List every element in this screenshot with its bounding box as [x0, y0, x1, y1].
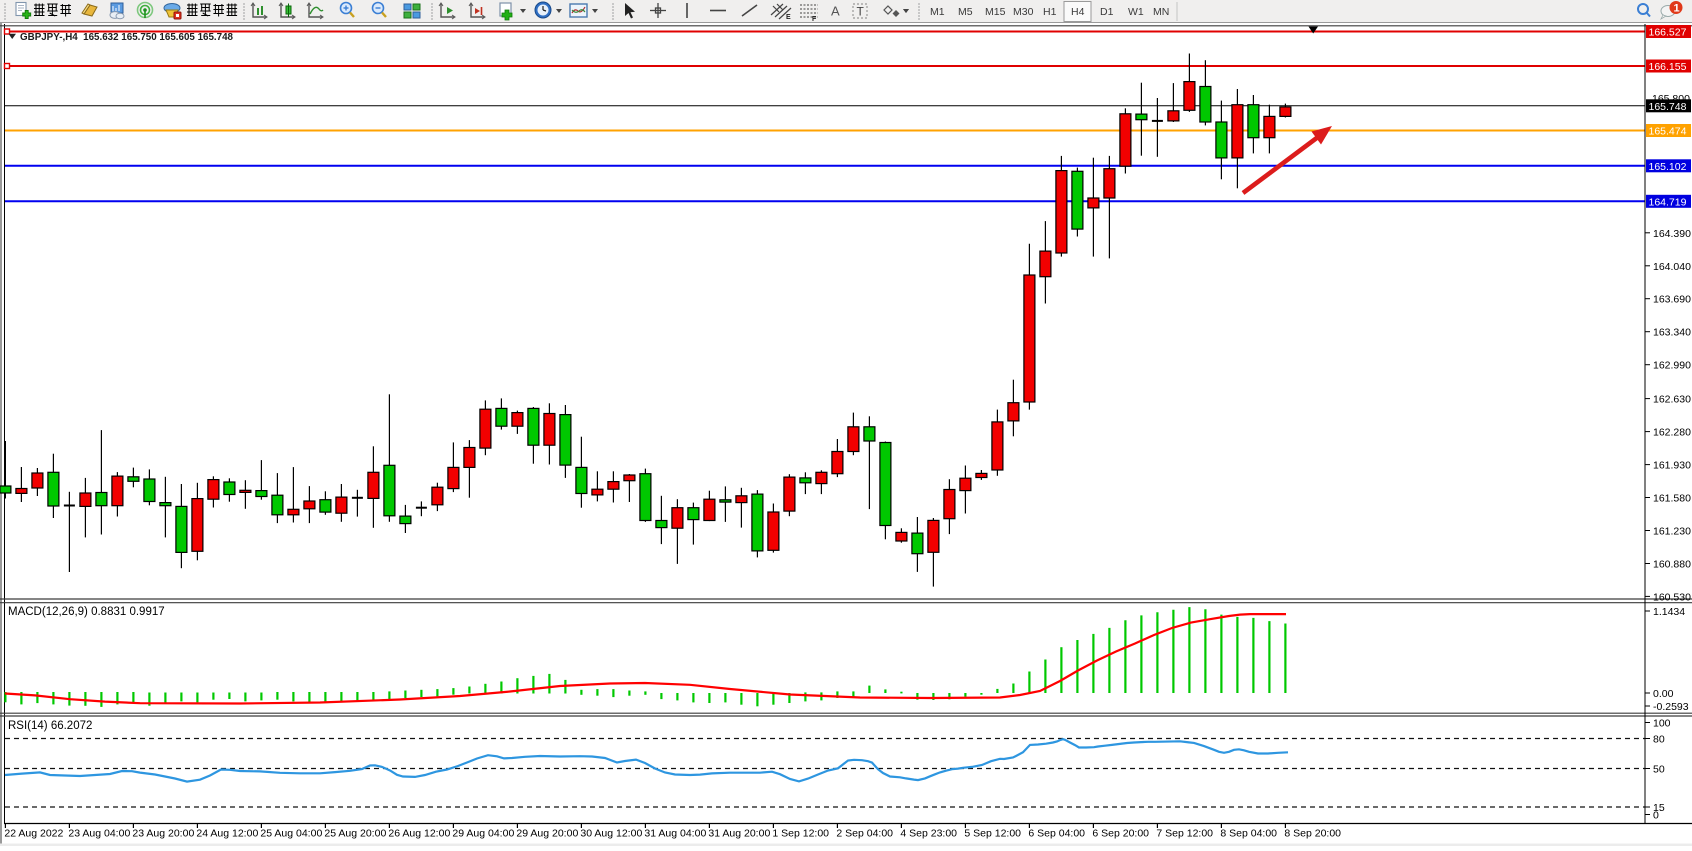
svg-text:D1: D1 [1100, 6, 1114, 18]
svg-text:161.580: 161.580 [1653, 493, 1691, 505]
svg-text:H4: H4 [1071, 6, 1085, 18]
svg-text:M5: M5 [958, 6, 973, 18]
svg-text:1: 1 [1674, 3, 1680, 15]
svg-text:29 Aug 20:00: 29 Aug 20:00 [516, 828, 578, 840]
svg-text:160.880: 160.880 [1653, 559, 1691, 571]
svg-text:T: T [857, 5, 865, 19]
svg-text:MN: MN [1153, 6, 1169, 18]
svg-text:161.230: 161.230 [1653, 526, 1691, 538]
svg-text:165.474: 165.474 [1649, 126, 1687, 138]
svg-text:-0.2593: -0.2593 [1653, 701, 1689, 713]
svg-text:165.748: 165.748 [1649, 101, 1687, 113]
svg-text:H1: H1 [1043, 6, 1057, 18]
svg-text:7 Sep 12:00: 7 Sep 12:00 [1156, 828, 1213, 840]
svg-text:162.280: 162.280 [1653, 427, 1691, 439]
svg-text:W1: W1 [1128, 6, 1144, 18]
svg-text:31 Aug 04:00: 31 Aug 04:00 [644, 828, 706, 840]
svg-text:22 Aug 2022: 22 Aug 2022 [4, 828, 63, 840]
svg-text:0: 0 [1653, 810, 1659, 822]
svg-text:GBPJPY-,H4 165.632 165.750 16: GBPJPY-,H4 165.632 165.750 165.605 165.7… [20, 32, 234, 43]
svg-text:RSI(14) 66.2072: RSI(14) 66.2072 [8, 720, 92, 732]
svg-text:5 Sep 12:00: 5 Sep 12:00 [964, 828, 1021, 840]
svg-text:8 Sep 04:00: 8 Sep 04:00 [1220, 828, 1277, 840]
svg-text:2 Sep 04:00: 2 Sep 04:00 [836, 828, 893, 840]
svg-text:160.530: 160.530 [1653, 591, 1691, 603]
svg-text:24 Aug 12:00: 24 Aug 12:00 [196, 828, 258, 840]
svg-text:162.990: 162.990 [1653, 360, 1691, 372]
svg-text:31 Aug 20:00: 31 Aug 20:00 [708, 828, 770, 840]
svg-text:15: 15 [1653, 802, 1665, 814]
svg-text:4 Sep 23:00: 4 Sep 23:00 [900, 828, 957, 840]
svg-text:1 Sep 12:00: 1 Sep 12:00 [772, 828, 829, 840]
svg-text:100: 100 [1653, 718, 1671, 730]
svg-text:8 Sep 20:00: 8 Sep 20:00 [1284, 828, 1341, 840]
svg-text:1.1434: 1.1434 [1653, 606, 1685, 618]
svg-text:164.390: 164.390 [1653, 228, 1691, 240]
svg-text:23 Aug 04:00: 23 Aug 04:00 [68, 828, 130, 840]
svg-text:23 Aug 20:00: 23 Aug 20:00 [132, 828, 194, 840]
svg-text:F: F [812, 16, 817, 23]
svg-text:A: A [831, 4, 840, 19]
svg-text:M1: M1 [930, 6, 945, 18]
svg-text:164.719: 164.719 [1649, 196, 1687, 208]
svg-text:162.630: 162.630 [1653, 394, 1691, 406]
svg-text:6 Sep 20:00: 6 Sep 20:00 [1092, 828, 1149, 840]
svg-text:50: 50 [1653, 764, 1665, 776]
svg-text:166.527: 166.527 [1649, 27, 1687, 39]
svg-text:25 Aug 04:00: 25 Aug 04:00 [260, 828, 322, 840]
svg-text:0.00: 0.00 [1653, 688, 1674, 700]
svg-text:166.155: 166.155 [1649, 61, 1687, 73]
svg-text:164.040: 164.040 [1653, 261, 1691, 273]
svg-text:30 Aug 12:00: 30 Aug 12:00 [580, 828, 642, 840]
svg-text:6 Sep 04:00: 6 Sep 04:00 [1028, 828, 1085, 840]
svg-text:26 Aug 12:00: 26 Aug 12:00 [388, 828, 450, 840]
svg-text:E: E [786, 14, 791, 21]
svg-text:80: 80 [1653, 734, 1665, 746]
svg-text:M15: M15 [985, 6, 1006, 18]
svg-text:25 Aug 20:00: 25 Aug 20:00 [324, 828, 386, 840]
svg-text:165.102: 165.102 [1649, 161, 1687, 173]
svg-text:MACD(12,26,9) 0.8831 0.9917: MACD(12,26,9) 0.8831 0.9917 [8, 606, 165, 618]
svg-text:163.690: 163.690 [1653, 294, 1691, 306]
svg-text:163.340: 163.340 [1653, 327, 1691, 339]
svg-text:161.930: 161.930 [1653, 460, 1691, 472]
svg-text:M30: M30 [1013, 6, 1034, 18]
svg-text:29 Aug 04:00: 29 Aug 04:00 [452, 828, 514, 840]
